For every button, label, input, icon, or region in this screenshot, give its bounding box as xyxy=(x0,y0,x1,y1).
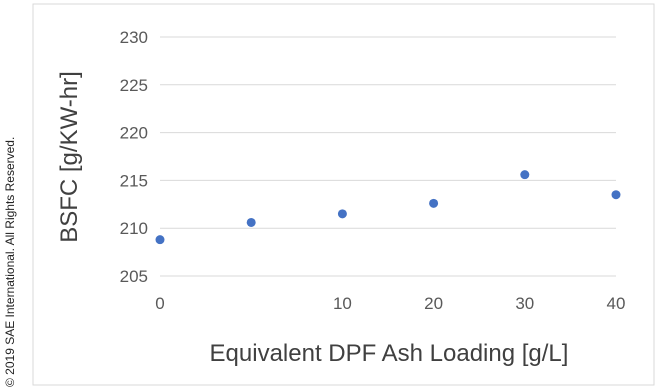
y-tick-label: 210 xyxy=(120,219,148,238)
x-tick-label: 0 xyxy=(155,294,164,313)
data-point xyxy=(520,170,530,180)
data-point xyxy=(246,217,256,227)
gridlines xyxy=(160,36,616,277)
data-point xyxy=(337,209,347,219)
data-point xyxy=(611,190,621,200)
x-tick-label: 30 xyxy=(515,294,534,313)
data-point xyxy=(155,235,165,245)
data-points xyxy=(155,170,621,245)
x-tick-label: 40 xyxy=(607,294,626,313)
x-tick-labels: 0 10 20 30 40 xyxy=(155,294,625,313)
y-tick-label: 230 xyxy=(120,28,148,47)
chart-border xyxy=(32,3,655,386)
x-tick-label: 20 xyxy=(424,294,443,313)
y-tick-label: 225 xyxy=(120,76,148,95)
copyright-notice: © 2019 SAE International. All Rights Res… xyxy=(3,136,17,387)
x-axis-label: Equivalent DPF Ash Loading [g/L] xyxy=(210,340,569,367)
y-tick-labels: 205 210 215 220 225 230 xyxy=(120,28,148,286)
y-tick-label: 215 xyxy=(120,171,148,190)
y-tick-label: 205 xyxy=(120,267,148,286)
data-point xyxy=(429,198,439,208)
y-tick-label: 220 xyxy=(120,124,148,143)
y-axis-label: BSFC [g/KW-hr] xyxy=(56,71,83,243)
x-tick-label: 10 xyxy=(333,294,352,313)
